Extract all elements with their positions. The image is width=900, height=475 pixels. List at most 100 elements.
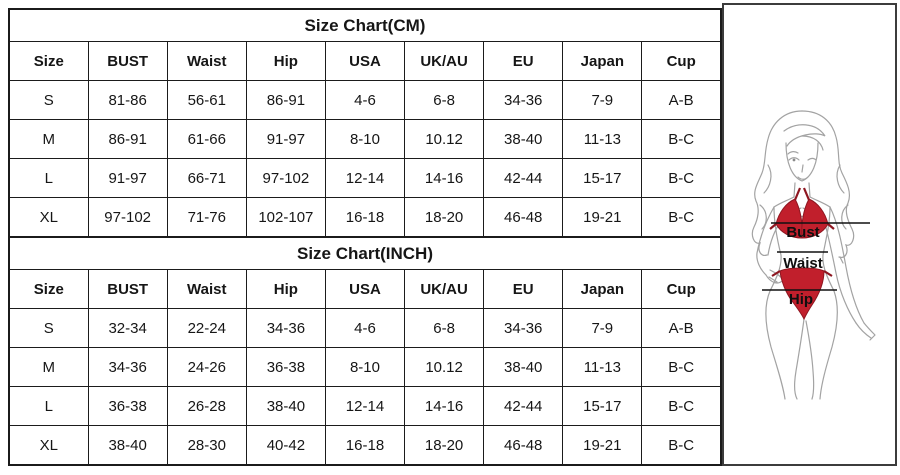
value-cell: 38-40	[483, 347, 564, 387]
value-cell: 11-13	[562, 347, 643, 387]
value-cell: 7-9	[562, 80, 643, 120]
value-cell: 81-86	[87, 80, 168, 120]
value-cell: 14-16	[404, 386, 485, 426]
value-cell: 91-97	[87, 158, 168, 198]
inch-title-row: Size Chart(INCH)	[8, 236, 722, 270]
column-header: Waist	[166, 41, 247, 81]
value-cell: 19-21	[562, 197, 643, 238]
measure-labels: Bust Waist Hip	[783, 224, 822, 308]
size-chart-tables: Size Chart(CM) Size BUST Waist Hip USA UK/AU E…	[8, 8, 722, 466]
value-cell: B-C	[641, 347, 722, 387]
eye-pupil	[792, 158, 796, 162]
value-cell: 18-20	[404, 425, 485, 466]
value-cell: 26-28	[166, 386, 247, 426]
nose	[801, 164, 804, 173]
value-cell: 15-17	[562, 386, 643, 426]
measurement-figure-box: Bust Waist Hip	[722, 3, 897, 466]
size-chart-cm-table: Size Chart(CM) Size BUST Waist Hip USA UK/AU E…	[8, 8, 722, 238]
shoulder	[773, 196, 795, 208]
hair-curl	[759, 204, 767, 230]
bikini-strap	[793, 187, 802, 201]
value-cell: 40-42	[245, 425, 326, 466]
column-header: Size	[8, 41, 89, 81]
navel	[801, 257, 805, 261]
value-cell: A-B	[641, 80, 722, 120]
face-outline	[785, 142, 819, 182]
value-cell: 97-102	[87, 197, 168, 238]
value-cell: 10.12	[404, 347, 485, 387]
right-elbow	[839, 256, 844, 264]
neck	[793, 182, 811, 198]
value-cell: 18-20	[404, 197, 485, 238]
column-header: UK/AU	[404, 41, 485, 81]
bikini	[769, 187, 835, 321]
value-cell: 61-66	[166, 119, 247, 159]
cm-table-title: Size Chart(CM)	[8, 8, 722, 42]
left-hand-finger	[768, 276, 778, 283]
value-cell: 97-102	[245, 158, 326, 198]
value-cell: 71-76	[166, 197, 247, 238]
bikini-bottom-tie	[771, 270, 833, 277]
table-row: XL 97-102 71-76 102-107 16-18 18-20 46-48 19-21…	[8, 197, 722, 238]
bikini-top-left-cup	[775, 198, 803, 239]
left-leg-outer	[765, 290, 786, 400]
size-cell: M	[8, 347, 89, 387]
right-hand	[855, 322, 876, 341]
waist-label: Waist	[783, 255, 822, 272]
value-cell: 24-26	[166, 347, 247, 387]
value-cell: 36-38	[87, 386, 168, 426]
value-cell: 16-18	[324, 197, 406, 238]
column-header: UK/AU	[404, 269, 485, 309]
value-cell: 6-8	[404, 80, 485, 120]
value-cell: 36-38	[245, 347, 326, 387]
value-cell: 14-16	[404, 158, 485, 198]
inch-header-row: Size BUST Waist Hip USA UK/AU EU Japan Cup	[8, 269, 722, 309]
hip-label: Hip	[789, 291, 813, 308]
cm-table-body: S 81-86 56-61 86-91 4-6 6-8 34-36 7-9 A-B M 86-91 6…	[8, 80, 722, 238]
size-cell: L	[8, 158, 89, 198]
hair-bangs	[801, 135, 824, 151]
value-cell: 56-61	[166, 80, 247, 120]
value-cell: 22-24	[166, 308, 247, 348]
bikini-figure-illustration: Bust Waist Hip	[751, 110, 876, 400]
cm-header-row: Size BUST Waist Hip USA UK/AU EU Japan Cup	[8, 41, 722, 81]
size-chart-inch-table: Size Chart(INCH) Size BUST Waist Hip USA UK/A…	[8, 236, 722, 466]
value-cell: 46-48	[483, 425, 564, 466]
value-cell: B-C	[641, 386, 722, 426]
value-cell: 4-6	[324, 308, 406, 348]
hair-outline-left	[751, 110, 803, 256]
value-cell: 10.12	[404, 119, 485, 159]
cm-title-row: Size Chart(CM)	[8, 8, 722, 42]
column-header: Hip	[245, 41, 326, 81]
column-header: Japan	[562, 41, 643, 81]
column-header: Waist	[166, 269, 247, 309]
size-cell: L	[8, 386, 89, 426]
table-row: XL 38-40 28-30 40-42 16-18 18-20 46-48 19-21 B-C	[8, 425, 722, 466]
column-header: EU	[483, 269, 564, 309]
hair-bangs	[783, 124, 826, 147]
value-cell: B-C	[641, 158, 722, 198]
value-cell: 11-13	[562, 119, 643, 159]
value-cell: A-B	[641, 308, 722, 348]
column-header: Cup	[641, 269, 722, 309]
value-cell: 19-21	[562, 425, 643, 466]
value-cell: 42-44	[483, 386, 564, 426]
bikini-top-right-cup	[801, 198, 829, 239]
value-cell: 38-40	[87, 425, 168, 466]
bikini-bottom	[779, 267, 825, 321]
table-row: S 81-86 56-61 86-91 4-6 6-8 34-36 7-9 A-B	[8, 80, 722, 120]
hair-curl	[836, 164, 845, 194]
mouth	[797, 176, 809, 180]
size-cell: XL	[8, 425, 89, 466]
value-cell: 86-91	[245, 80, 326, 120]
table-row: L 36-38 26-28 38-40 12-14 14-16 42-44 15-17 B-C	[8, 386, 722, 426]
value-cell: 16-18	[324, 425, 406, 466]
value-cell: 34-36	[483, 308, 564, 348]
inch-table-title: Size Chart(INCH)	[8, 236, 722, 270]
left-arm-outer	[756, 206, 775, 276]
column-header: USA	[324, 269, 406, 309]
column-header: BUST	[87, 269, 168, 309]
value-cell: 91-97	[245, 119, 326, 159]
table-row: S 32-34 22-24 34-36 4-6 6-8 34-36 7-9 A-B	[8, 308, 722, 348]
